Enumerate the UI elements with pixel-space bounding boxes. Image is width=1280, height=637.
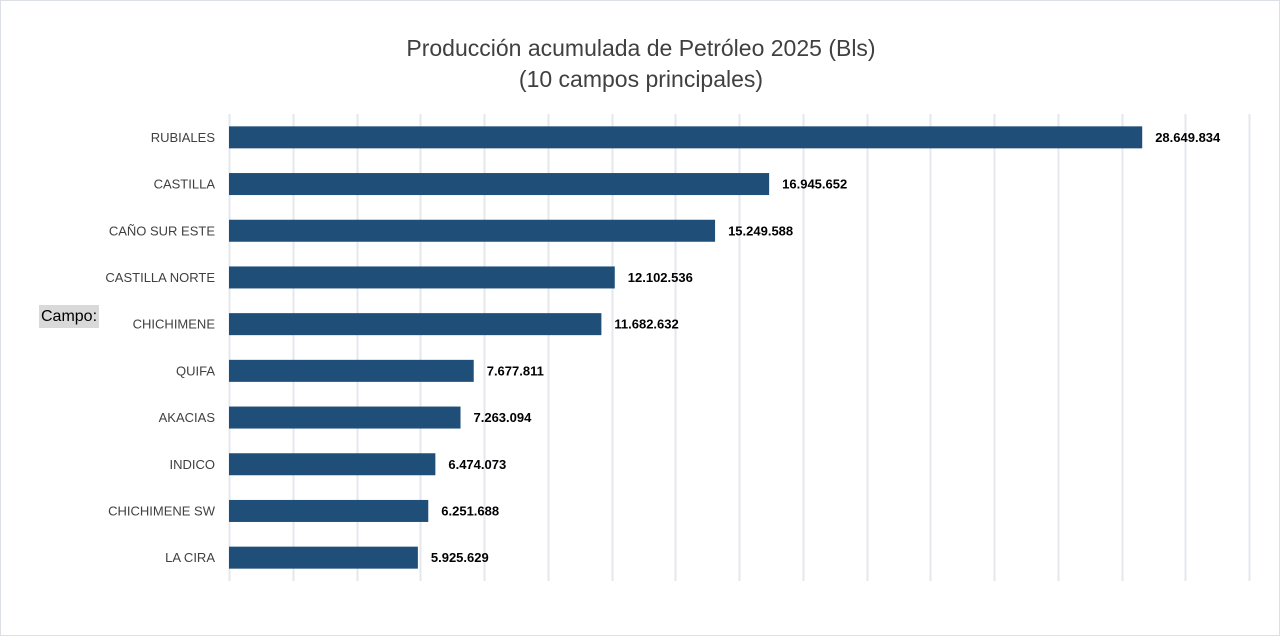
data-label: 7.677.811 xyxy=(487,363,544,378)
chart-title-line-2: (10 campos principales) xyxy=(518,66,764,92)
category-label: RUBIALES xyxy=(151,130,216,145)
category-label: CASTILLA xyxy=(154,177,216,192)
bar xyxy=(229,406,461,429)
chart-title: Producción acumulada de Petróleo 2025 (B… xyxy=(1,33,1280,95)
data-label: 7.263.094 xyxy=(474,410,533,425)
bar xyxy=(229,359,474,382)
bar xyxy=(229,453,436,476)
data-label: 28.649.834 xyxy=(1155,130,1221,145)
category-label: CAÑO SUR ESTE xyxy=(109,223,216,238)
category-label: CHICHIMENE SW xyxy=(108,503,216,518)
chart-title-line-1: Producción acumulada de Petróleo 2025 (B… xyxy=(406,35,876,61)
campo-filter-label[interactable]: Campo: xyxy=(39,305,99,328)
bar xyxy=(229,499,429,522)
bar xyxy=(229,126,1143,149)
bar xyxy=(229,313,602,336)
bar xyxy=(229,219,716,242)
bar xyxy=(229,173,770,196)
data-label: 5.925.629 xyxy=(431,550,489,565)
category-label: INDICO xyxy=(170,457,216,472)
data-label: 6.474.073 xyxy=(448,457,506,472)
data-label: 6.251.688 xyxy=(441,503,499,518)
category-label: CHICHIMENE xyxy=(133,317,216,332)
category-label: QUIFA xyxy=(176,363,215,378)
bar xyxy=(229,546,418,569)
data-label: 15.249.588 xyxy=(728,223,793,238)
bar xyxy=(229,266,615,289)
data-label: 11.682.632 xyxy=(614,317,678,332)
category-label: CASTILLA NORTE xyxy=(105,270,215,285)
category-label: AKACIAS xyxy=(159,410,216,425)
data-label: 12.102.536 xyxy=(628,270,693,285)
data-label: 16.945.652 xyxy=(782,177,847,192)
category-label: LA CIRA xyxy=(165,550,215,565)
